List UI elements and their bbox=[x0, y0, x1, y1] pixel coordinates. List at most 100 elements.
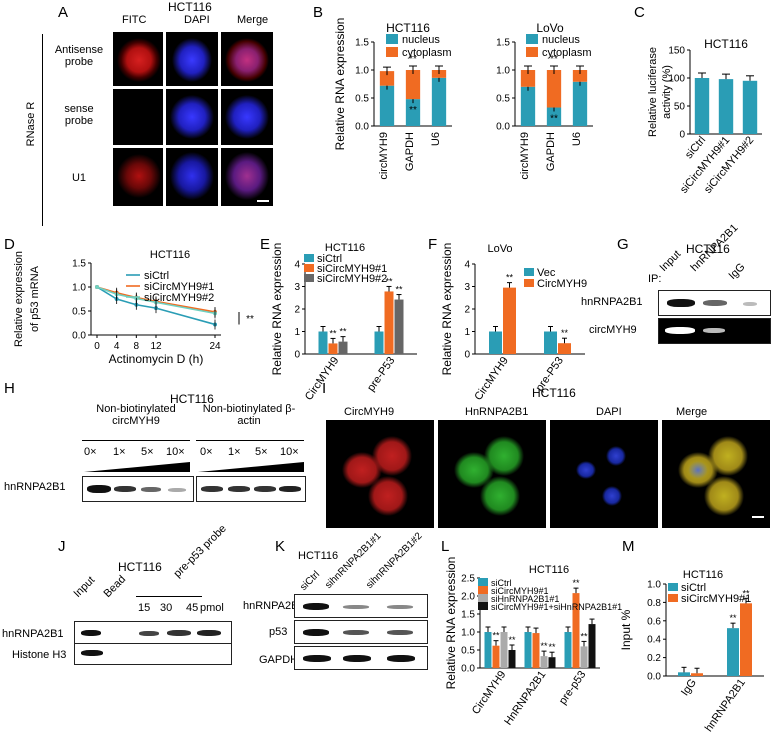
B2-xlabel-2: U6 bbox=[571, 132, 583, 146]
L-star-1-3: ** bbox=[548, 642, 556, 652]
D-sig-star: ** bbox=[246, 314, 254, 325]
D-ytick-label-1: 0.5 bbox=[72, 307, 86, 318]
E-ytick-label-2: 2 bbox=[294, 305, 300, 316]
L-legend-swatch-0 bbox=[478, 578, 488, 586]
F-ytick-label-4: 4 bbox=[464, 260, 470, 271]
M-legend-label-1: siCircMYH9#1 bbox=[681, 593, 751, 605]
M-bar-0-0 bbox=[678, 672, 690, 676]
B2-ytick-label-3: 1.5 bbox=[496, 38, 510, 49]
F-star-1-1: ** bbox=[561, 328, 569, 338]
panel-h-dose-1-0: 0× bbox=[84, 446, 97, 458]
L-bar-1-2 bbox=[540, 656, 548, 668]
panel-h-wedge-2 bbox=[198, 462, 304, 472]
panel-i-col-merge: Merge bbox=[676, 406, 708, 418]
L-ylabel: Relative RNA expression bbox=[444, 557, 458, 690]
F-star-0-1: ** bbox=[506, 273, 514, 283]
B2-bar-2-0 bbox=[572, 81, 588, 126]
F-title: LoVo bbox=[487, 243, 512, 255]
panel-h-group2: Non-biotinylated β-actin bbox=[202, 403, 296, 427]
micrograph-i-hnrnpa2b1 bbox=[438, 420, 546, 528]
B2-ytick-label-1: 0.5 bbox=[496, 94, 510, 105]
micrograph-i-circmyh9 bbox=[326, 420, 434, 528]
panel-i-col-hnrnpa2b1: HnRNPA2B1 bbox=[465, 406, 529, 418]
C-bar-1 bbox=[718, 79, 734, 134]
F-bar-1-0 bbox=[544, 331, 557, 354]
C-ylabel-line1: Relative luciferase bbox=[647, 47, 659, 137]
panel-letter-l: L bbox=[441, 538, 450, 555]
B2-bar-1-1 bbox=[546, 70, 562, 108]
panel-letter-a: A bbox=[58, 4, 69, 21]
panel-g-row-hnrnpa2b1: hnRNPA2B1 bbox=[581, 296, 643, 308]
B2-ytick-label-0: 0.0 bbox=[496, 122, 510, 133]
L-legend-label-2: siHnRNPA2B1#1 bbox=[491, 594, 559, 604]
micrograph-a-dapi-antisense bbox=[166, 32, 218, 86]
blot-h-circmyh9 bbox=[82, 476, 194, 502]
M-star-1-0: ** bbox=[729, 613, 737, 623]
F-ytick-label-0: 0 bbox=[464, 350, 470, 361]
E-star-0-2: ** bbox=[339, 327, 347, 337]
blot-g-circmyh9 bbox=[658, 318, 771, 344]
panel-letter-i: I bbox=[322, 380, 327, 397]
blot-h-actin bbox=[196, 476, 306, 502]
L-bar-2-2 bbox=[580, 646, 588, 668]
E-title: HCT116 bbox=[325, 242, 365, 254]
panel-h-row-hnrnpa2b1: hnRNPA2B1 bbox=[4, 481, 66, 493]
C-ytick-label-3: 150 bbox=[668, 46, 685, 57]
micrograph-a-merge-antisense bbox=[221, 32, 273, 86]
E-bar-0-2 bbox=[338, 341, 348, 354]
D-xlabel: Actinomycin D (h) bbox=[109, 352, 204, 366]
L-ytick-label-3: 1.5 bbox=[461, 610, 475, 621]
D-xtick-label-1: 4 bbox=[114, 341, 120, 352]
B1-legend-label-0: nucleus bbox=[402, 34, 440, 46]
micrograph-a-fitc-antisense bbox=[113, 32, 163, 86]
F-ytick-label-2: 2 bbox=[464, 305, 470, 316]
E-bar-1-1 bbox=[384, 291, 394, 354]
B1-bar-1-0 bbox=[405, 99, 421, 126]
E-ytick-label-4: 4 bbox=[294, 260, 300, 271]
panel-g-row-circmyh9: circMYH9 bbox=[589, 324, 637, 336]
panel-i-col-circmyh9: CircMYH9 bbox=[344, 406, 395, 418]
B1-bar-1-1 bbox=[405, 70, 421, 100]
F-legend-label-1: CircMYH9 bbox=[537, 278, 587, 290]
B2-bar-1-0 bbox=[546, 107, 562, 126]
M-legend-label-0: siCtrl bbox=[681, 582, 706, 594]
L-bar-2-1 bbox=[572, 593, 580, 668]
B2-legend-swatch-0 bbox=[526, 34, 538, 44]
panel-h-title: HCT116 bbox=[170, 392, 214, 406]
B2-legend-label-0: nucleus bbox=[542, 34, 580, 46]
M-ytick-label-4: 0.8 bbox=[647, 598, 661, 609]
panel-h-dose-2-2: 5× bbox=[255, 446, 268, 458]
E-legend-swatch-2 bbox=[304, 274, 314, 282]
B1-ytick-label-3: 1.5 bbox=[355, 38, 369, 49]
D-ytick-label-0: 0.0 bbox=[72, 331, 86, 342]
F-legend-swatch-0 bbox=[524, 268, 534, 276]
panel-a-row-sense: sense probe bbox=[64, 103, 94, 127]
F-legend-swatch-1 bbox=[524, 279, 534, 287]
blot-g-hnrnpa2b1 bbox=[658, 290, 771, 316]
panel-a-row-antisense: Antisense probe bbox=[54, 44, 104, 68]
M-ytick-label-3: 0.6 bbox=[647, 616, 661, 627]
panel-letter-k: K bbox=[275, 538, 286, 555]
E-star-0-1: ** bbox=[329, 328, 337, 338]
D-xtick-label-2: 8 bbox=[134, 341, 140, 352]
F-legend-label-0: Vec bbox=[537, 267, 556, 279]
M-star-1-1: ** bbox=[742, 588, 750, 598]
panel-a-col-fitc: FITC bbox=[122, 14, 147, 26]
C-bar-2 bbox=[742, 80, 758, 134]
B1-bar-0-0 bbox=[379, 85, 395, 126]
panel-h-dose-1-1: 1× bbox=[113, 446, 126, 458]
L-legend-label-0: siCtrl bbox=[491, 578, 512, 588]
E-xlabel-1: pre-P53 bbox=[365, 355, 397, 394]
B1-bar-2-0 bbox=[431, 77, 447, 126]
E-star-1-2: ** bbox=[395, 285, 403, 295]
panel-a-col-dapi: DAPI bbox=[184, 14, 210, 26]
panel-letter-c: C bbox=[634, 4, 645, 21]
L-star-1-2: ** bbox=[540, 641, 548, 651]
F-ytick-label-1: 1 bbox=[464, 327, 470, 338]
panel-h-wedge-1 bbox=[84, 462, 190, 472]
L-legend-swatch-2 bbox=[478, 594, 488, 602]
panel-h-dose-1-2: 5× bbox=[141, 446, 154, 458]
M-ytick-label-2: 0.4 bbox=[647, 635, 661, 646]
D-legend-label-0: siCtrl bbox=[144, 270, 169, 282]
